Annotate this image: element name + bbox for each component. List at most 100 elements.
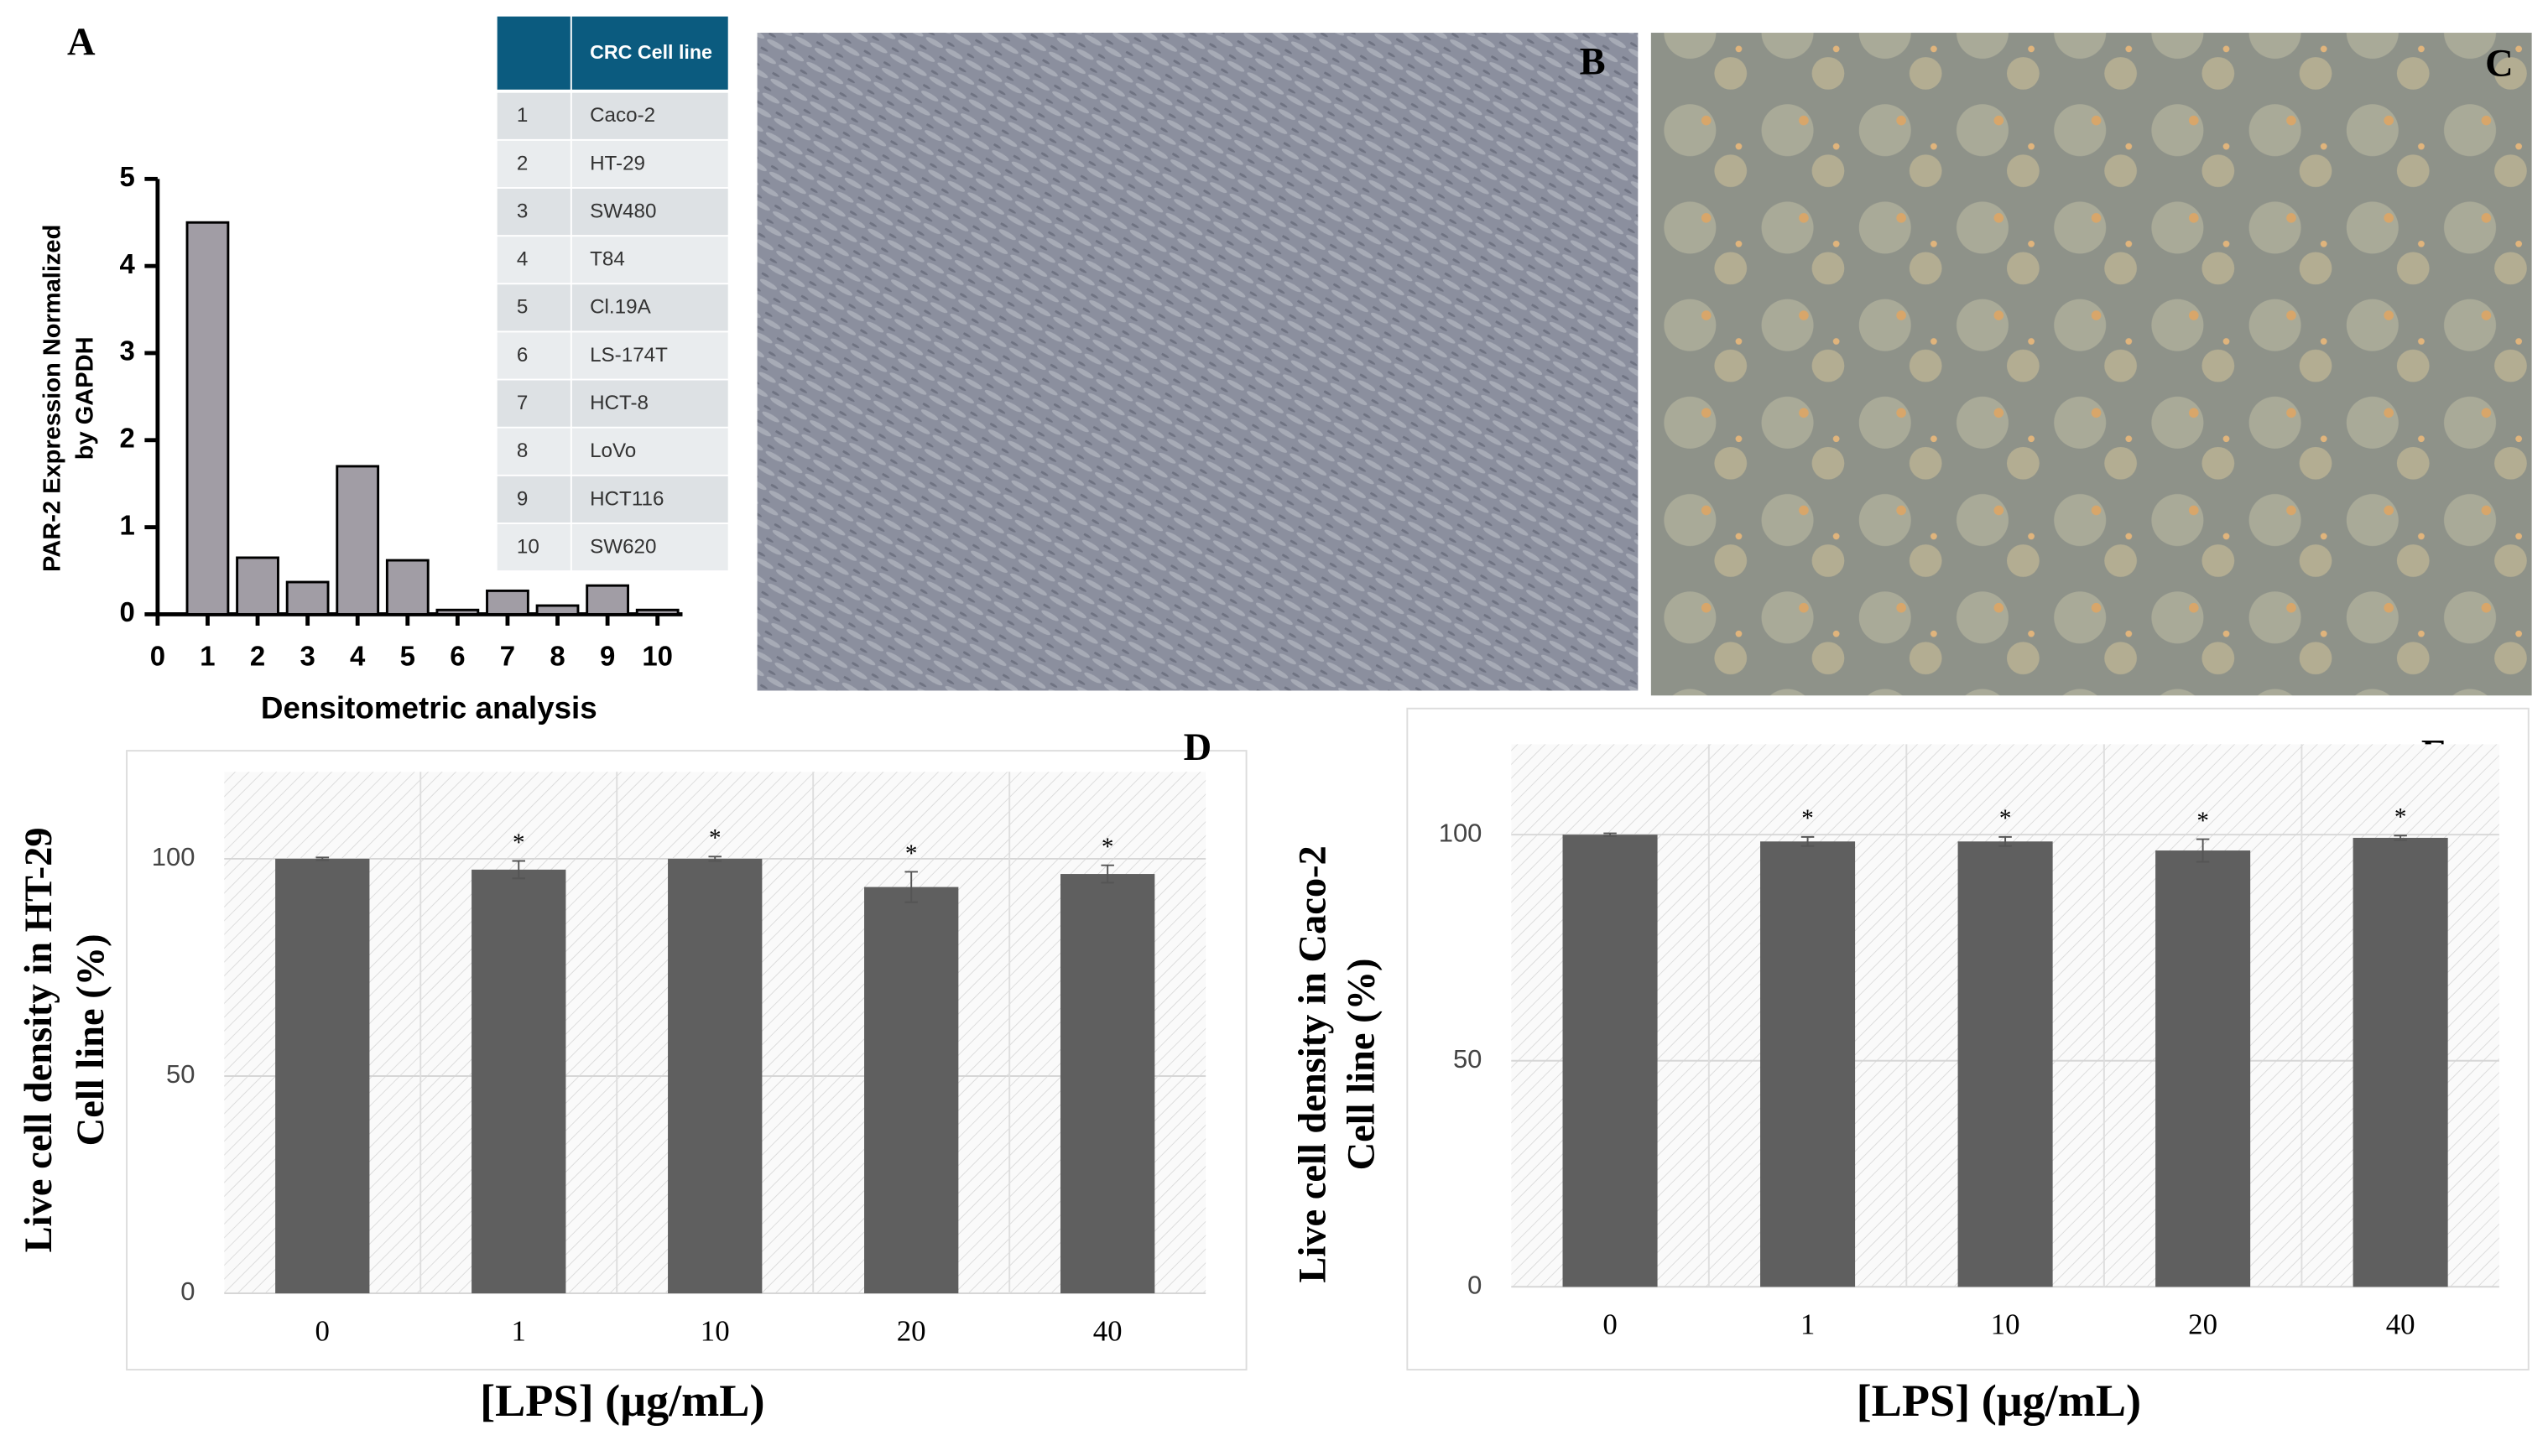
x-tick-label: 1 [200,640,215,671]
table-cell-line: SW480 [590,200,656,222]
bar [1562,835,1658,1287]
y-axis-label: Cell line (%) [70,933,112,1146]
table-cell-line: HCT-8 [590,392,649,414]
bar [385,559,430,616]
significance-marker: * [2196,808,2209,835]
table-cell-line: Cl.19A [590,296,652,319]
error-bar [1800,835,1815,847]
x-tick-label: 20 [897,1314,926,1347]
y-tick-label: 0 [1467,1270,1482,1299]
table-cell [571,92,728,139]
table-cell [497,523,571,571]
table-index: 10 [517,535,539,558]
table-header-text: CRC Cell line [590,41,712,63]
x-tick-label: 8 [550,640,565,671]
table-cell [571,188,728,236]
table-header: CRC Cell line [590,41,712,63]
table-cell [497,188,571,236]
bar [285,580,330,616]
y-tick-label: 50 [1453,1044,1482,1074]
table-cell [497,92,571,139]
x-axis-label: [LPS] (μg/mL) [1857,1375,2141,1426]
table-cell-line: SW620 [590,535,656,558]
table-index: 6 [517,344,528,367]
table-cell [497,428,571,475]
y-tick-label: 50 [166,1059,195,1089]
table-cell-line: LS-174T [590,344,668,367]
x-tick-label: 1 [1800,1308,1815,1341]
x-tick-label: 20 [2188,1308,2217,1341]
table-index: 7 [517,392,528,414]
table-cell [571,476,728,523]
error-bar [315,856,330,861]
x-tick-label: 9 [600,640,615,671]
x-tick-label: 3 [300,640,315,671]
table-cell-line: T84 [590,248,625,271]
x-tick-label: 10 [1991,1308,2020,1341]
table-index: 2 [517,152,528,174]
y-tick-label: 0 [119,596,134,627]
table-cell-line: LoVo [590,439,636,462]
significance-marker: * [1999,805,2012,832]
panel-label: A [67,21,96,64]
table-index: 5 [517,296,528,319]
table-cell [497,476,571,523]
table-cell-line: HT-29 [590,152,645,174]
bar [635,608,680,616]
table-cell [571,284,728,331]
x-tick-label: 0 [150,640,165,671]
table-cell [571,332,728,379]
significance-marker: * [709,825,722,852]
error-bar [512,860,525,880]
error-bar [904,871,918,903]
bar [1760,841,1856,1287]
bar [185,221,230,616]
bar [435,608,480,616]
x-axis-label: [LPS] (μg/mL) [480,1375,764,1426]
error-bar [708,855,722,862]
x-tick-label: 4 [350,640,366,671]
significance-marker: * [1102,834,1114,861]
error-bar [2196,838,2210,863]
x-tick-label: 10 [701,1314,730,1347]
bar [2155,850,2251,1287]
bar [535,604,580,616]
y-axis-label: Cell line (%) [1341,958,1383,1170]
table-cell [497,332,571,379]
x-tick-label: 0 [1602,1308,1617,1341]
table-cell [571,237,728,283]
error-bar [1603,832,1617,837]
error-bar [1998,835,2012,847]
micrograph-b [757,33,1639,691]
x-tick-label: 10 [642,640,673,671]
significance-marker: * [2394,804,2407,831]
y-tick-label: 100 [152,842,195,871]
bar [1060,874,1155,1294]
table-cell [497,380,571,427]
y-axis-label: Live cell density in Caco-2 [1292,845,1335,1282]
x-tick-label: 40 [1093,1314,1123,1347]
bar [1957,841,2053,1287]
x-tick-label: 1 [512,1314,526,1347]
table-cell [497,284,571,331]
x-tick-label: 6 [450,640,465,671]
table-cell-line: Caco-2 [590,104,655,127]
x-axis-label: Densitometric analysis [261,690,597,725]
x-tick-label: 5 [400,640,415,671]
y-tick-label: 4 [119,248,135,279]
y-axis-label: by GAPDH [71,336,98,460]
bar [586,584,629,616]
y-tick-label: 5 [119,161,134,192]
table-header-cell [571,16,728,90]
table-index: 8 [517,439,528,462]
y-tick-label: 100 [1439,818,1482,847]
table-cell [571,140,728,188]
y-axis-label: Live cell density in HT-29 [18,827,60,1252]
table-cell-line: HCT116 [590,487,664,510]
y-tick-label: 0 [180,1277,195,1306]
bar [275,858,370,1294]
error-bar [2394,835,2407,841]
significance-marker: * [1801,805,1814,832]
y-tick-label: 3 [119,335,134,367]
